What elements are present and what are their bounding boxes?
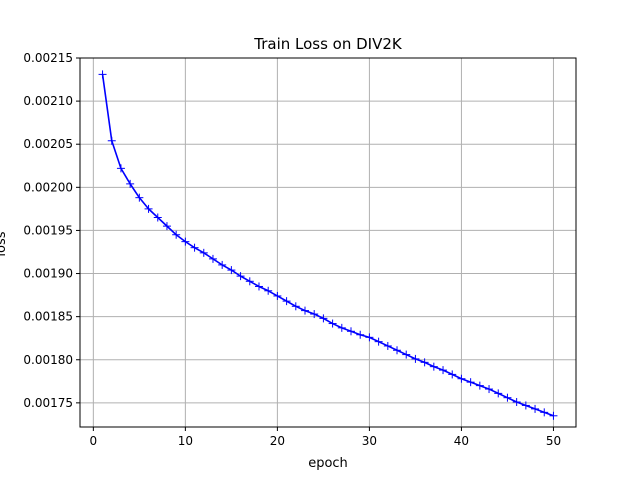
data-point-marker: [439, 366, 448, 375]
data-point-marker: [218, 260, 227, 269]
y-tick-label: 0.00210: [23, 94, 73, 108]
data-point-marker: [374, 337, 383, 346]
data-point-marker: [356, 330, 365, 339]
y-tick-label: 0.00205: [23, 137, 73, 151]
data-point-marker: [337, 323, 346, 332]
y-tick-label: 0.00185: [23, 310, 73, 324]
data-point-marker: [503, 393, 512, 402]
plot-frame: [79, 57, 577, 428]
data-point-marker: [107, 136, 116, 145]
data-point-marker: [448, 370, 457, 379]
grid: [80, 57, 576, 427]
data-point-marker: [126, 179, 135, 188]
data-point-marker: [540, 408, 549, 417]
data-point-marker: [411, 354, 420, 363]
data-point-marker: [347, 327, 356, 336]
data-point-marker: [512, 397, 521, 406]
data-point-marker: [264, 286, 273, 295]
data-point-marker: [98, 70, 107, 79]
data-point-marker: [531, 404, 540, 413]
data-point-marker: [254, 282, 263, 291]
data-point-marker: [457, 374, 466, 383]
y-tick-label: 0.00215: [23, 51, 73, 65]
data-point-marker: [236, 272, 245, 281]
data-point-marker: [208, 254, 217, 263]
data-point-marker: [291, 302, 300, 311]
data-point-marker: [144, 204, 153, 213]
data-point-marker: [485, 385, 494, 394]
y-tick-label: 0.00200: [23, 180, 73, 194]
y-axis: 0.00175 0.00180 0.00185 0.00190 0.00195 0.002…: [23, 51, 80, 410]
data-point-marker: [383, 341, 392, 350]
chart-title: Train Loss on DIV2K: [253, 35, 403, 53]
data-point-marker: [475, 381, 484, 390]
data-point-marker: [282, 297, 291, 306]
data-point-marker: [549, 411, 558, 420]
data-point-marker: [199, 248, 208, 257]
data-point-marker: [466, 378, 475, 387]
data-point-marker: [116, 164, 125, 173]
data-point-marker: [402, 350, 411, 359]
data-point-marker: [273, 291, 282, 300]
series-line: [101, 74, 554, 417]
x-tick-label: 30: [362, 434, 377, 448]
data-point-marker: [319, 314, 328, 323]
x-tick-label: 40: [454, 434, 469, 448]
data-point-marker: [310, 310, 319, 319]
data-point-marker: [494, 389, 503, 398]
data-point-marker: [172, 230, 181, 239]
series-layer: [98, 70, 558, 420]
x-tick-label: 50: [546, 434, 561, 448]
data-point-marker: [420, 358, 429, 367]
data-point-marker: [429, 362, 438, 371]
data-point-marker: [328, 319, 337, 328]
x-tick-label: 20: [270, 434, 285, 448]
data-point-marker: [135, 193, 144, 202]
x-axis: 0 10 20 30 40 50: [90, 427, 561, 448]
y-axis-label: loss: [0, 231, 9, 256]
data-point-marker: [245, 277, 254, 286]
y-tick-label: 0.00180: [23, 353, 73, 367]
y-tick-label: 0.00195: [23, 223, 73, 237]
x-tick-label: 0: [90, 434, 98, 448]
data-point-marker: [181, 237, 190, 246]
x-tick-label: 10: [178, 434, 193, 448]
data-point-marker: [162, 222, 171, 231]
data-point-marker: [153, 213, 162, 222]
y-tick-label: 0.00175: [23, 396, 73, 410]
data-point-marker: [190, 243, 199, 252]
data-point-marker: [227, 266, 236, 275]
data-point-marker: [521, 401, 530, 410]
y-tick-label: 0.00190: [23, 267, 73, 281]
data-point-marker: [393, 346, 402, 355]
data-point-marker: [300, 306, 309, 315]
data-point-marker: [365, 333, 374, 342]
x-axis-label: epoch: [308, 456, 348, 471]
